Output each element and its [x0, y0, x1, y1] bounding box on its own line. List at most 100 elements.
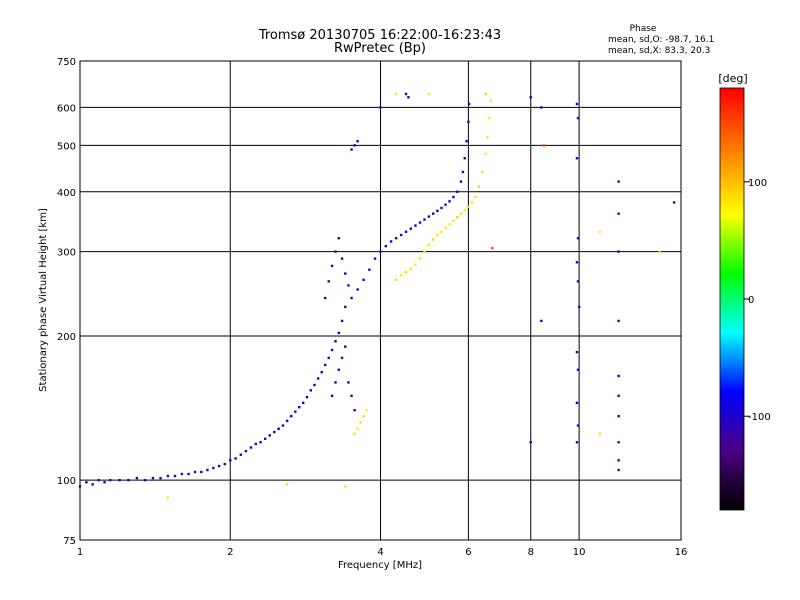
o-mode-point: [577, 305, 581, 309]
o-mode-point: [264, 437, 267, 440]
o-mode-point: [617, 212, 620, 215]
x-axis-ticks: 1 2 4 6 8 10 16: [77, 547, 688, 558]
o-mode-point: [259, 441, 262, 444]
o-mode-point: [368, 268, 371, 271]
x-tick-label: 6: [465, 547, 471, 558]
o-mode-point: [463, 157, 466, 160]
o-mode-point: [399, 233, 403, 237]
o-mode-point: [444, 203, 447, 206]
phase-info-o-mode: mean, sd,O: -98.7, 16.1: [608, 35, 714, 45]
o-mode-point: [404, 92, 408, 96]
o-mode-point: [324, 296, 327, 300]
data-points: [78, 92, 676, 499]
o-mode-point: [229, 459, 232, 462]
o-mode-point: [350, 296, 353, 300]
o-mode-point: [353, 144, 356, 147]
o-mode-point: [206, 468, 209, 472]
o-mode-point: [320, 371, 323, 374]
x-mode-point: [166, 496, 170, 499]
o-mode-point: [347, 284, 350, 287]
o-mode-point: [379, 250, 382, 253]
o-mode-point: [223, 462, 226, 466]
o-mode-point: [273, 430, 276, 434]
o-mode-point: [576, 116, 580, 120]
x-mode-point: [456, 215, 459, 219]
y-tick-label: 100: [57, 476, 76, 487]
x-mode-point: [598, 230, 601, 233]
o-mode-point: [436, 209, 439, 213]
o-mode-point: [327, 356, 330, 360]
x-axis-label: Frequency [MHz]: [338, 560, 422, 571]
o-mode-point: [362, 278, 365, 281]
o-mode-point: [127, 478, 130, 482]
y-tick-label: 300: [57, 248, 76, 259]
o-mode-point: [309, 389, 312, 392]
o-mode-point: [672, 201, 676, 204]
o-mode-point: [459, 180, 463, 183]
o-mode-point: [350, 148, 353, 151]
o-mode-point: [575, 350, 579, 354]
o-mode-point: [313, 383, 316, 387]
x-mode-point: [440, 230, 443, 233]
o-mode-point: [431, 212, 435, 215]
o-mode-point: [298, 406, 301, 409]
o-mode-point: [159, 476, 162, 480]
o-mode-point: [576, 280, 580, 283]
x-mode-point: [477, 185, 481, 188]
x-mode-point: [474, 195, 477, 199]
o-mode-point: [467, 120, 470, 123]
colorbar-label: [deg]: [718, 72, 747, 85]
o-mode-point: [384, 244, 388, 248]
x-mode-point: [484, 92, 487, 96]
y-axis-ticks: 75 100 200 300 400 500 600 750: [57, 57, 76, 547]
o-mode-point: [239, 453, 243, 456]
o-mode-point: [85, 481, 88, 484]
o-mode-point: [350, 394, 353, 398]
chart-subtitle: RwPretec (Bp): [334, 41, 426, 56]
y-axis-label: Stationary phase Virtual Height [km]: [38, 208, 49, 392]
o-mode-point: [617, 319, 620, 323]
o-mode-point: [540, 106, 543, 109]
o-mode-point: [281, 424, 285, 427]
x-tick-label: 8: [528, 547, 534, 558]
o-mode-point: [78, 485, 82, 488]
o-mode-point: [575, 157, 579, 160]
o-mode-point: [118, 478, 121, 482]
x-mode-point: [470, 201, 474, 204]
o-mode-point: [135, 476, 139, 480]
x-mode-point: [431, 238, 435, 241]
o-mode-point: [414, 224, 417, 227]
x-mode-point: [459, 212, 463, 215]
x-mode-point: [418, 257, 422, 260]
o-mode-point: [575, 102, 579, 106]
x-mode-point: [344, 485, 347, 488]
o-mode-point: [327, 280, 330, 283]
o-mode-point: [427, 215, 431, 218]
x-mode-point: [427, 92, 431, 96]
x-mode-point: [394, 92, 398, 96]
colorbar-ticks: 100 0 -100: [744, 178, 771, 423]
o-mode-point: [409, 227, 412, 230]
o-mode-point: [337, 331, 341, 335]
x-mode-point: [423, 250, 426, 253]
o-mode-point: [617, 441, 620, 444]
o-mode-point: [290, 414, 293, 418]
y-tick-label: 75: [63, 536, 76, 547]
o-mode-point: [344, 345, 347, 348]
o-mode-point: [617, 394, 620, 398]
o-mode-point: [334, 340, 337, 343]
x-mode-point: [463, 209, 466, 212]
o-mode-point: [254, 442, 257, 446]
x-mode-point: [394, 278, 398, 281]
o-mode-point: [356, 140, 359, 143]
o-mode-point: [575, 441, 579, 444]
o-mode-point: [193, 470, 197, 474]
o-mode-point: [575, 401, 579, 405]
x-mode-point: [491, 246, 494, 250]
o-mode-point: [166, 474, 170, 478]
x-mode-point: [487, 116, 491, 120]
o-mode-point: [305, 395, 309, 399]
x-mode-point: [359, 421, 362, 424]
o-mode-point: [109, 478, 112, 482]
phase-info-x-mode: mean, sd,X: 83.3, 20.3: [608, 46, 710, 56]
